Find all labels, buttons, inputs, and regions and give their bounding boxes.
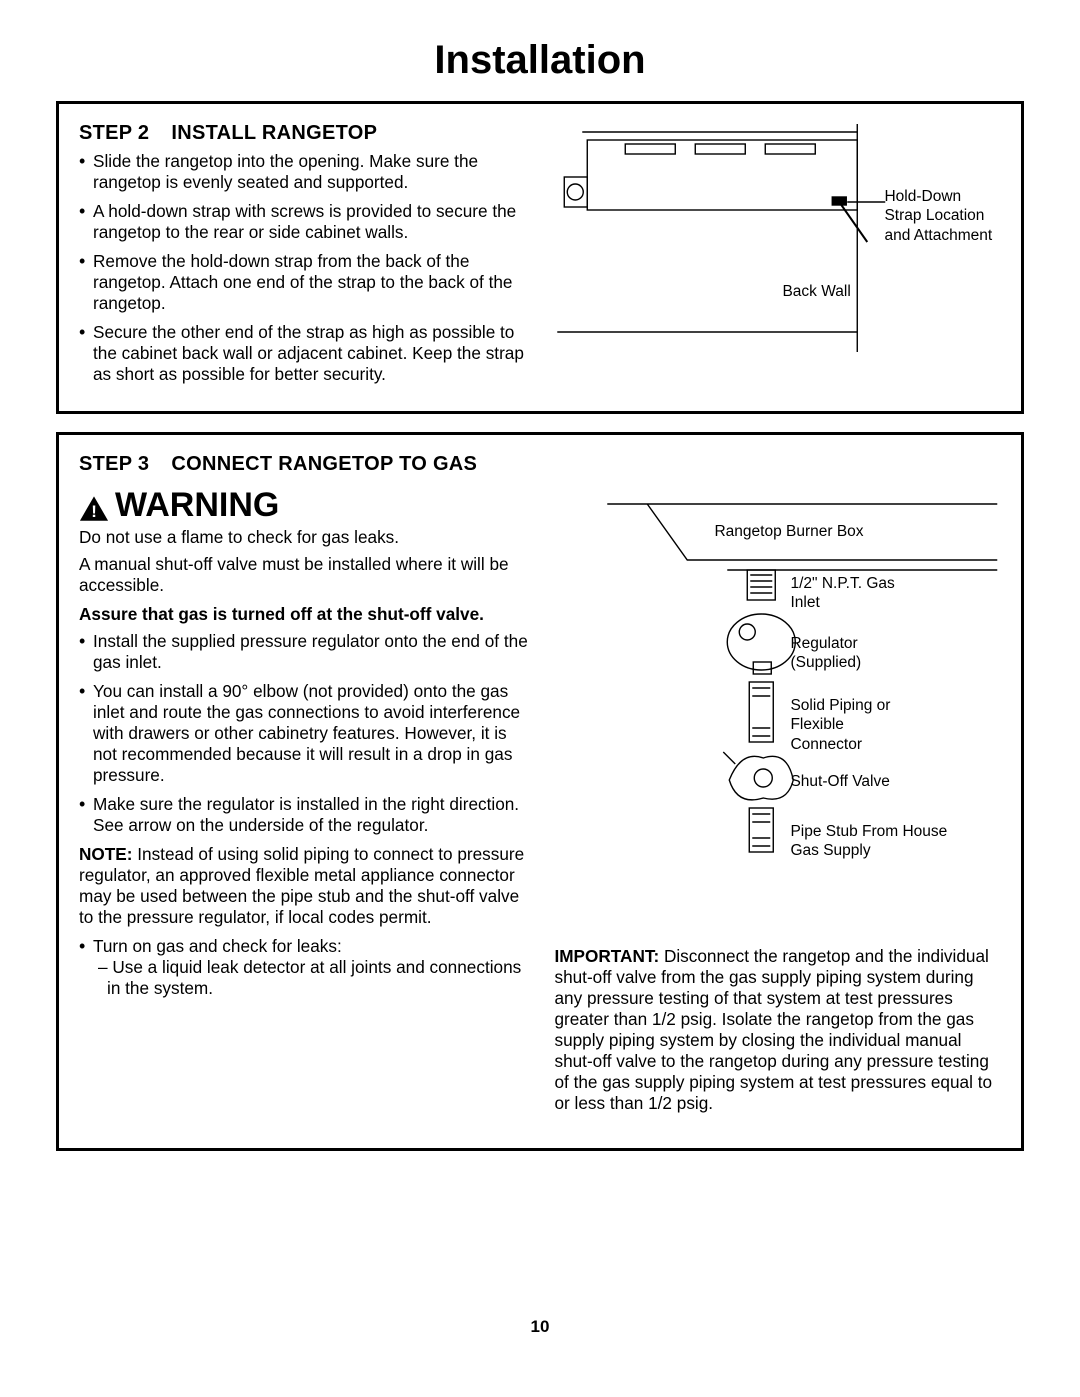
step3-header: STEP 3 CONNECT RANGETOP TO GAS — [79, 453, 1001, 476]
fig-label-inlet: 1/2" N.P.T. Gas Inlet — [790, 574, 900, 613]
important-para: IMPORTANT: Disconnect the rangetop and t… — [554, 946, 1001, 1114]
step2-section: STEP 2 INSTALL RANGETOP Slide the rangeto… — [56, 101, 1024, 414]
step3-section: STEP 3CONNECT RANGETOP TO GAS ! WARNING … — [56, 432, 1024, 1151]
fig-label-holddown: Hold-Down Strap Location and Attachment — [884, 187, 994, 245]
step3-bullets-1: Install the supplied pressure regulator … — [79, 631, 534, 836]
warning-text: WARNING — [115, 486, 279, 525]
step3-figure: Rangetop Burner Box 1/2" N.P.T. Gas Inle… — [554, 482, 1001, 942]
step2-figure: Hold-Down Strap Location and Attachment … — [554, 122, 1001, 352]
list-item: Remove the hold-down strap from the back… — [79, 251, 534, 314]
fig-label-backwall: Back Wall — [782, 282, 850, 301]
fig-label-valve: Shut-Off Valve — [790, 772, 900, 791]
note-lead: NOTE: — [79, 844, 132, 864]
list-item: Install the supplied pressure regulator … — [79, 631, 534, 673]
assure: Assure that gas is turned off at the shu… — [79, 604, 534, 625]
step3-num: STEP 3 — [79, 453, 149, 475]
list-item: Make sure the regulator is installed in … — [79, 794, 534, 836]
note-body: Instead of using solid piping to connect… — [79, 844, 524, 927]
step3-title: CONNECT RANGETOP TO GAS — [171, 453, 477, 475]
step2-bullets: Slide the rangetop into the opening. Mak… — [79, 151, 534, 385]
intro2: A manual shut-off valve must be installe… — [79, 554, 534, 596]
page-title: Installation — [0, 0, 1080, 101]
important-body: Disconnect the rangetop and the individu… — [554, 946, 992, 1113]
fig-label-stub: Pipe Stub From House Gas Supply — [790, 822, 950, 861]
step3-bullets-2: Turn on gas and check for leaks: – Use a… — [79, 936, 534, 999]
list-item: A hold-down strap with screws is provide… — [79, 201, 534, 243]
intro1: Do not use a flame to check for gas leak… — [79, 527, 534, 548]
svg-text:!: ! — [91, 502, 97, 521]
fig-label-burnerbox: Rangetop Burner Box — [714, 522, 863, 541]
list-item: Slide the rangetop into the opening. Mak… — [79, 151, 534, 193]
important-lead: IMPORTANT: — [554, 946, 659, 966]
warning-icon: ! — [79, 492, 109, 519]
page-number: 10 — [0, 1317, 1080, 1337]
step2-header: STEP 2 INSTALL RANGETOP — [79, 122, 534, 145]
list-item: Turn on gas and check for leaks: – Use a… — [79, 936, 534, 999]
bullet-after: Turn on gas and check for leaks: — [93, 936, 342, 956]
note-para: NOTE: Instead of using solid piping to c… — [79, 844, 534, 928]
list-item: Secure the other end of the strap as hig… — [79, 322, 534, 385]
step2-num: STEP 2 — [79, 122, 149, 144]
step2-title: INSTALL RANGETOP — [171, 122, 377, 144]
warning-heading: ! WARNING — [79, 486, 534, 525]
fig-label-piping: Solid Piping or Flexible Connector — [790, 696, 910, 754]
fig-label-regulator: Regulator (Supplied) — [790, 634, 900, 673]
sub-item: – Use a liquid leak detector at all join… — [93, 957, 534, 999]
list-item: You can install a 90° elbow (not provide… — [79, 681, 534, 786]
gas-connection-diagram — [554, 482, 1001, 942]
